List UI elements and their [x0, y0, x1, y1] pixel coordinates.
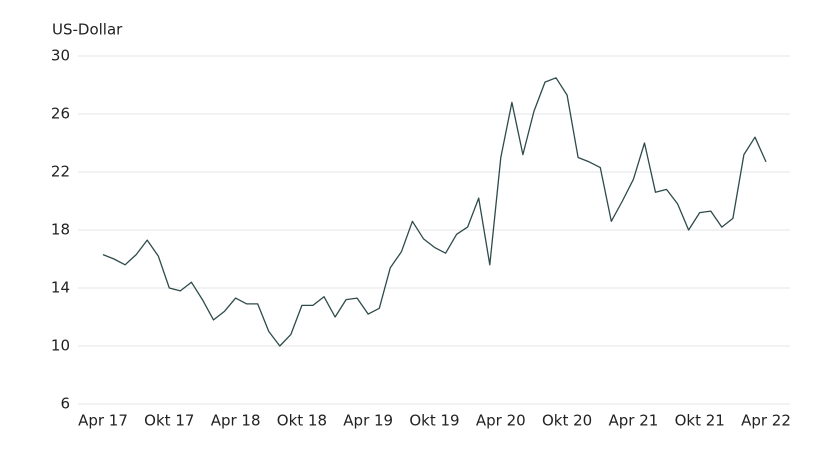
x-tick-label: Okt 18 — [277, 412, 327, 430]
y-tick-label: 10 — [51, 337, 70, 355]
y-tick-label: 22 — [51, 163, 70, 181]
x-tick-label: Apr 20 — [476, 412, 526, 430]
x-tick-label: Okt 20 — [542, 412, 592, 430]
x-tick-label: Okt 17 — [144, 412, 194, 430]
x-tick-label: Okt 19 — [409, 412, 459, 430]
x-tick-label: Apr 19 — [343, 412, 393, 430]
x-tick-label: Apr 18 — [211, 412, 261, 430]
x-tick-label: Apr 22 — [741, 412, 791, 430]
x-tick-label: Okt 21 — [675, 412, 725, 430]
price-line — [102, 77, 767, 347]
y-tick-label: 6 — [60, 395, 70, 413]
y-axis-label: US-Dollar — [52, 21, 123, 39]
y-tick-label: 18 — [51, 221, 70, 239]
y-tick-label: 26 — [51, 105, 70, 123]
y-tick-label: 30 — [51, 47, 70, 65]
x-tick-label: Apr 21 — [608, 412, 658, 430]
x-tick-label: Apr 17 — [78, 412, 128, 430]
y-tick-label: 14 — [51, 279, 70, 297]
